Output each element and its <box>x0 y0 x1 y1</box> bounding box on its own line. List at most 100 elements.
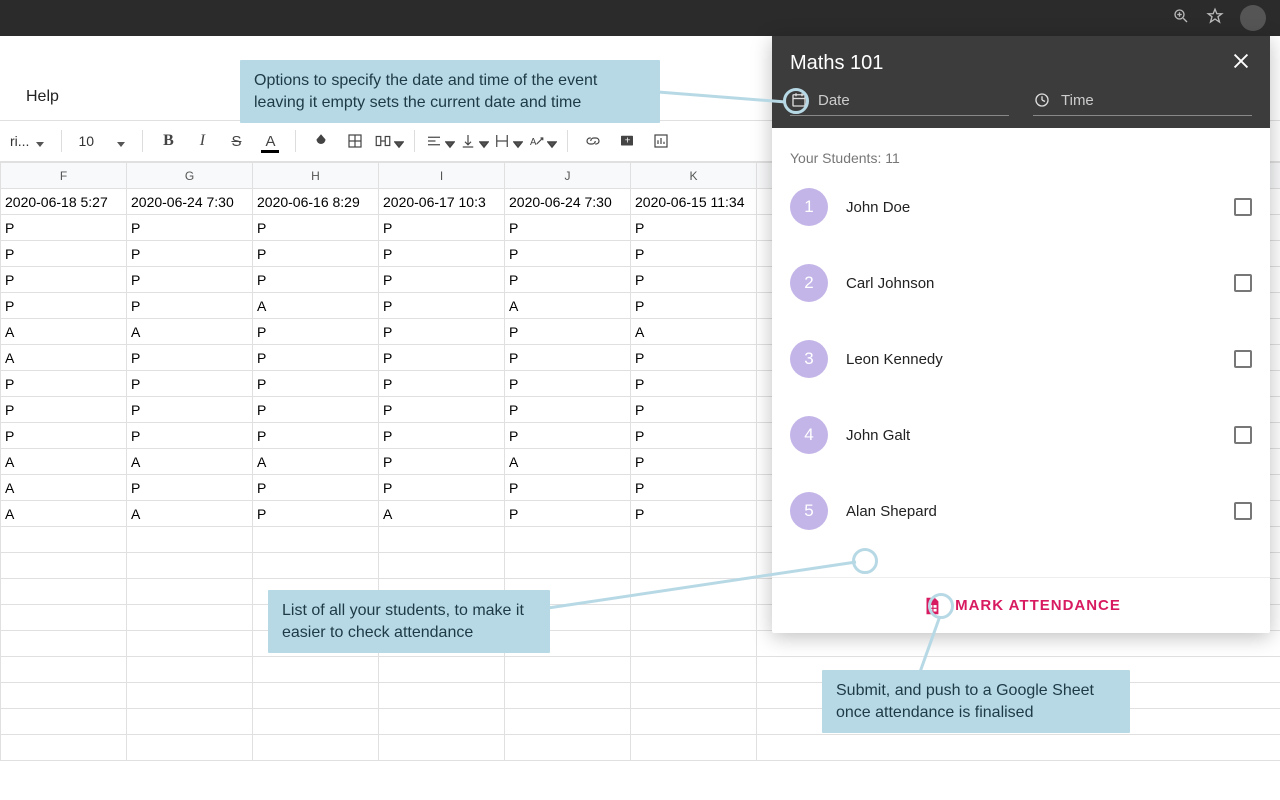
cell[interactable] <box>1 579 127 605</box>
cell[interactable]: P <box>379 423 505 449</box>
cell[interactable]: P <box>1 293 127 319</box>
cell[interactable]: A <box>505 293 631 319</box>
cell[interactable]: P <box>127 475 253 501</box>
cell[interactable]: 2020-06-24 7:30 <box>505 189 631 215</box>
cell[interactable] <box>1 527 127 553</box>
menu-help[interactable]: Help <box>16 82 69 112</box>
cell[interactable]: P <box>127 423 253 449</box>
cell[interactable]: P <box>253 423 379 449</box>
zoom-icon[interactable] <box>1172 7 1190 30</box>
student-row[interactable]: 5 Alan Shepard <box>790 492 1252 530</box>
cell[interactable] <box>631 631 757 657</box>
font-family-selector[interactable]: ri... <box>4 133 51 149</box>
cell[interactable]: A <box>253 449 379 475</box>
cell[interactable]: A <box>127 319 253 345</box>
cell[interactable] <box>127 605 253 631</box>
student-checkbox[interactable] <box>1234 274 1252 292</box>
student-checkbox[interactable] <box>1234 502 1252 520</box>
cell[interactable]: P <box>505 215 631 241</box>
cell[interactable]: P <box>505 475 631 501</box>
student-checkbox[interactable] <box>1234 198 1252 216</box>
cell[interactable]: P <box>631 449 757 475</box>
cell[interactable]: P <box>505 241 631 267</box>
cell[interactable]: A <box>1 319 127 345</box>
cell[interactable] <box>127 631 253 657</box>
cell[interactable]: P <box>127 241 253 267</box>
cell[interactable] <box>505 553 631 579</box>
cell[interactable]: P <box>631 267 757 293</box>
cell[interactable]: P <box>379 449 505 475</box>
cell[interactable]: P <box>505 345 631 371</box>
cell[interactable]: P <box>127 293 253 319</box>
cell[interactable] <box>379 709 505 735</box>
panel-close-button[interactable] <box>1230 50 1252 77</box>
time-field[interactable]: Time <box>1033 91 1252 116</box>
cell[interactable]: P <box>631 423 757 449</box>
cell[interactable]: P <box>505 267 631 293</box>
cell[interactable] <box>1 631 127 657</box>
column-header[interactable]: F <box>1 163 127 189</box>
cell[interactable] <box>1 553 127 579</box>
cell[interactable] <box>505 709 631 735</box>
cell[interactable] <box>1 657 127 683</box>
cell[interactable] <box>253 553 379 579</box>
bold-button[interactable]: B <box>153 126 183 156</box>
cell[interactable]: P <box>631 371 757 397</box>
cell[interactable]: P <box>631 397 757 423</box>
column-header[interactable]: G <box>127 163 253 189</box>
cell[interactable]: P <box>379 397 505 423</box>
cell[interactable] <box>631 579 757 605</box>
cell[interactable]: P <box>631 345 757 371</box>
cell[interactable]: 2020-06-15 11:34 <box>631 189 757 215</box>
cell[interactable] <box>1 683 127 709</box>
horizontal-align-button[interactable] <box>425 126 455 156</box>
cell[interactable]: P <box>253 475 379 501</box>
cell[interactable] <box>505 527 631 553</box>
cell[interactable]: P <box>1 267 127 293</box>
cell[interactable]: P <box>379 241 505 267</box>
cell[interactable]: P <box>253 397 379 423</box>
cell[interactable] <box>253 709 379 735</box>
strikethrough-button[interactable]: S <box>221 126 251 156</box>
cell[interactable]: P <box>631 215 757 241</box>
cell[interactable]: 2020-06-17 10:3 <box>379 189 505 215</box>
cell[interactable] <box>505 683 631 709</box>
cell[interactable] <box>253 735 379 761</box>
cell[interactable]: P <box>631 293 757 319</box>
insert-chart-button[interactable] <box>646 126 676 156</box>
cell[interactable] <box>379 657 505 683</box>
cell[interactable]: P <box>1 423 127 449</box>
cell[interactable] <box>631 553 757 579</box>
cell[interactable] <box>631 709 757 735</box>
student-checkbox[interactable] <box>1234 350 1252 368</box>
cell[interactable]: P <box>631 241 757 267</box>
cell[interactable]: P <box>631 501 757 527</box>
text-wrap-button[interactable] <box>493 126 523 156</box>
cell[interactable]: A <box>379 501 505 527</box>
cell[interactable]: A <box>1 475 127 501</box>
cell[interactable]: P <box>127 345 253 371</box>
cell[interactable]: P <box>127 397 253 423</box>
cell[interactable]: A <box>1 501 127 527</box>
cell[interactable]: A <box>1 345 127 371</box>
cell[interactable]: P <box>505 397 631 423</box>
cell[interactable]: P <box>1 371 127 397</box>
cell[interactable]: P <box>505 501 631 527</box>
date-field[interactable]: Date <box>790 91 1009 116</box>
student-row[interactable]: 4 John Galt <box>790 416 1252 454</box>
student-checkbox[interactable] <box>1234 426 1252 444</box>
cell[interactable] <box>1 709 127 735</box>
cell[interactable] <box>379 735 505 761</box>
text-rotation-button[interactable]: A <box>527 126 557 156</box>
student-row[interactable]: 2 Carl Johnson <box>790 264 1252 302</box>
cell[interactable]: P <box>253 319 379 345</box>
cell[interactable] <box>127 735 253 761</box>
cell[interactable] <box>379 527 505 553</box>
cell[interactable]: P <box>379 371 505 397</box>
cell[interactable]: P <box>253 501 379 527</box>
cell[interactable]: P <box>379 319 505 345</box>
cell[interactable] <box>505 657 631 683</box>
cell[interactable] <box>127 709 253 735</box>
panel-body[interactable]: Your Students: 11 1 John Doe 2 Carl John… <box>772 128 1270 577</box>
cell[interactable] <box>127 579 253 605</box>
